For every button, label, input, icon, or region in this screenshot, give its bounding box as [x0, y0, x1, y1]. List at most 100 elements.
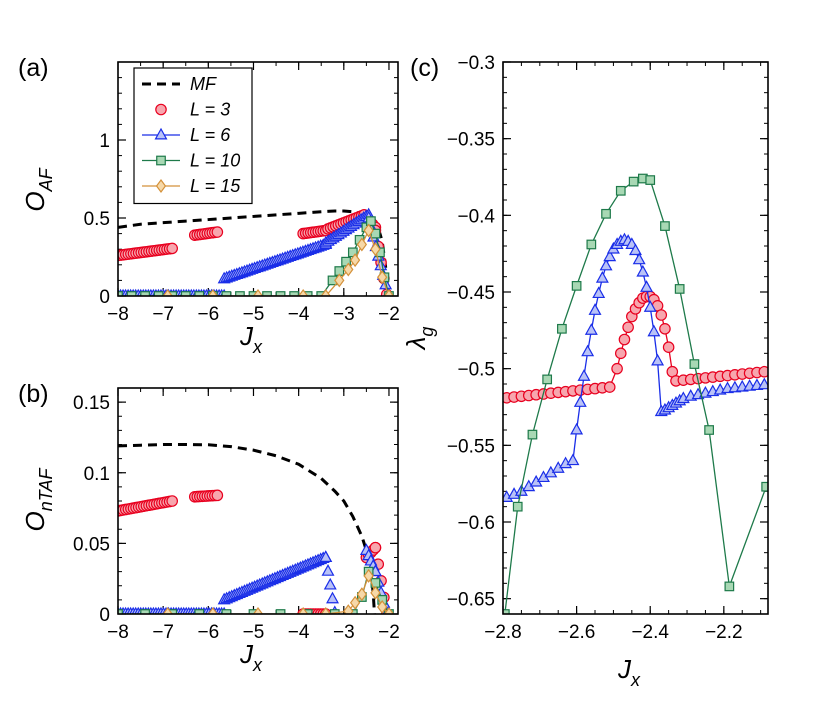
- marker-L10: [275, 609, 286, 614]
- x-tick-label: −2: [378, 304, 400, 325]
- series-line-L10: [504, 177, 767, 614]
- marker-L6: [570, 422, 584, 435]
- x-axis-label: Jx: [239, 639, 263, 675]
- x-tick-label: −5: [243, 304, 265, 325]
- marker-L10: [571, 281, 582, 291]
- y-axis-label-main: O: [20, 511, 50, 531]
- x-axis-label-sub: x: [252, 655, 263, 675]
- series-L15: [162, 223, 395, 296]
- marker-L6: [326, 591, 339, 604]
- marker-L6: [647, 324, 661, 337]
- legend-marker-L6: [154, 127, 168, 140]
- series-L6: [503, 232, 768, 502]
- marker-L15: [162, 289, 173, 296]
- panel-a: −8 −7 −6 −5 −4 −3 −2 0 0.5 1 (a) Jx OAF MF L = 3 L = 6 L…: [18, 54, 400, 357]
- marker-L6: [636, 264, 650, 277]
- marker-L6: [632, 252, 646, 265]
- marker-L15: [370, 585, 381, 600]
- x-tick-label: −2.4: [631, 622, 669, 643]
- marker-L10: [674, 284, 685, 294]
- panel-b: −8 −7 −6 −5 −4 −3 −2 0 0.05 0.1 0.15 (b) Jx OnTAF: [18, 380, 400, 675]
- y-tick-label: 0.05: [73, 534, 110, 555]
- y-axis-label-sub: g: [417, 327, 437, 337]
- marker-L3: [614, 347, 627, 360]
- panel-label: (a): [18, 54, 49, 82]
- marker-L3: [758, 365, 768, 378]
- marker-L15: [252, 607, 264, 614]
- marker-L3: [659, 322, 671, 335]
- y-tick-label: −0.35: [447, 130, 495, 151]
- legend-marker-L15: [155, 179, 167, 193]
- marker-L15: [349, 253, 361, 268]
- panel-c: −2.8 −2.6 −2.4 −2.2 −0.3 −0.35 −0.4 −0.45 −0.5 −0…: [401, 53, 769, 690]
- marker-L15: [356, 587, 368, 602]
- legend-entry: L = 10: [142, 151, 240, 171]
- marker-L10: [527, 429, 538, 440]
- legend-label: MF: [190, 74, 217, 94]
- x-tick-label: −7: [152, 304, 174, 325]
- y-tick-label: −0.3: [457, 53, 495, 74]
- marker-L15: [343, 604, 354, 614]
- legend-marker-L3: [155, 103, 167, 116]
- marker-L6: [573, 395, 587, 407]
- x-tick-label: −4: [288, 304, 310, 325]
- x-axis-label-sub: x: [252, 337, 263, 357]
- marker-L15: [343, 262, 354, 277]
- x-tick-label: −7: [152, 622, 174, 643]
- y-axis-label-sub: AF: [36, 167, 56, 192]
- y-tick-label: −0.45: [447, 283, 495, 304]
- legend-label: L = 6: [190, 125, 231, 145]
- marker-L15: [207, 289, 219, 296]
- marker-L3: [603, 381, 616, 393]
- marker-L3: [618, 333, 631, 346]
- marker-L10: [724, 581, 735, 592]
- marker-L6: [592, 286, 606, 299]
- marker-L6: [581, 344, 595, 357]
- marker-L6: [323, 577, 337, 590]
- x-tick-label: −6: [197, 622, 219, 643]
- panel-label: (b): [18, 380, 49, 408]
- marker-L6: [595, 270, 609, 283]
- x-tick-label: −2.2: [705, 622, 743, 643]
- marker-L15: [377, 599, 388, 614]
- y-axis-label: OAF: [20, 167, 56, 211]
- marker-L10: [689, 359, 700, 369]
- y-tick-label: 0.1: [84, 464, 110, 485]
- marker-L10: [704, 425, 714, 435]
- marker-L3: [211, 489, 224, 502]
- x-tick-label: −6: [197, 304, 219, 325]
- x-tick-label: −5: [243, 622, 265, 643]
- plot-area: [503, 173, 768, 614]
- marker-L6: [651, 353, 665, 366]
- marker-L15: [383, 607, 395, 614]
- marker-L10: [167, 609, 178, 614]
- marker-L3: [166, 495, 178, 507]
- marker-L10: [302, 609, 313, 614]
- y-axis-label: λg: [401, 327, 437, 352]
- marker-L10: [628, 176, 639, 187]
- x-tick-label: −8: [107, 304, 129, 325]
- marker-L10: [615, 185, 626, 196]
- marker-L6: [588, 303, 602, 315]
- y-tick-label: 0: [99, 287, 110, 308]
- marker-L10: [140, 609, 150, 614]
- marker-L6: [643, 300, 657, 312]
- marker-L10: [329, 609, 340, 614]
- series-L6: [118, 543, 391, 614]
- marker-L10: [248, 609, 259, 614]
- y-axis-label-main: O: [20, 191, 50, 211]
- series-line-L6: [506, 239, 765, 499]
- x-tick-label: −8: [107, 622, 129, 643]
- marker-L15: [297, 607, 309, 614]
- marker-L15: [207, 607, 219, 614]
- x-axis-label-sub: x: [630, 670, 641, 690]
- marker-L15: [320, 289, 331, 296]
- legend-box: [133, 67, 253, 205]
- panel-label: (c): [410, 54, 439, 82]
- marker-L6: [319, 550, 333, 563]
- marker-L15: [356, 237, 368, 252]
- y-axis-label-main: λ: [401, 337, 431, 352]
- marker-L10: [645, 175, 656, 185]
- x-tick-label: −2.6: [558, 622, 596, 643]
